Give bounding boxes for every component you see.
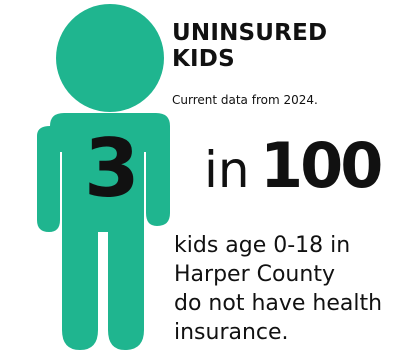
description-line-4: insurance. [174, 320, 289, 345]
stat-connector: in [204, 141, 250, 199]
page-title: UNINSURED KIDS [172, 20, 328, 72]
stat-numerator: 3 [84, 122, 140, 215]
figure-head [56, 4, 164, 112]
figure-body [37, 113, 170, 350]
description-line-3: do not have health [174, 291, 383, 316]
subtitle: Current data from 2024. [172, 93, 318, 107]
description: kids age 0-18 in Harper County do not ha… [174, 231, 382, 347]
description-line-1: kids age 0-18 in [174, 233, 351, 258]
stat-denominator: 100 [260, 129, 383, 202]
description-line-2: Harper County [174, 262, 335, 287]
